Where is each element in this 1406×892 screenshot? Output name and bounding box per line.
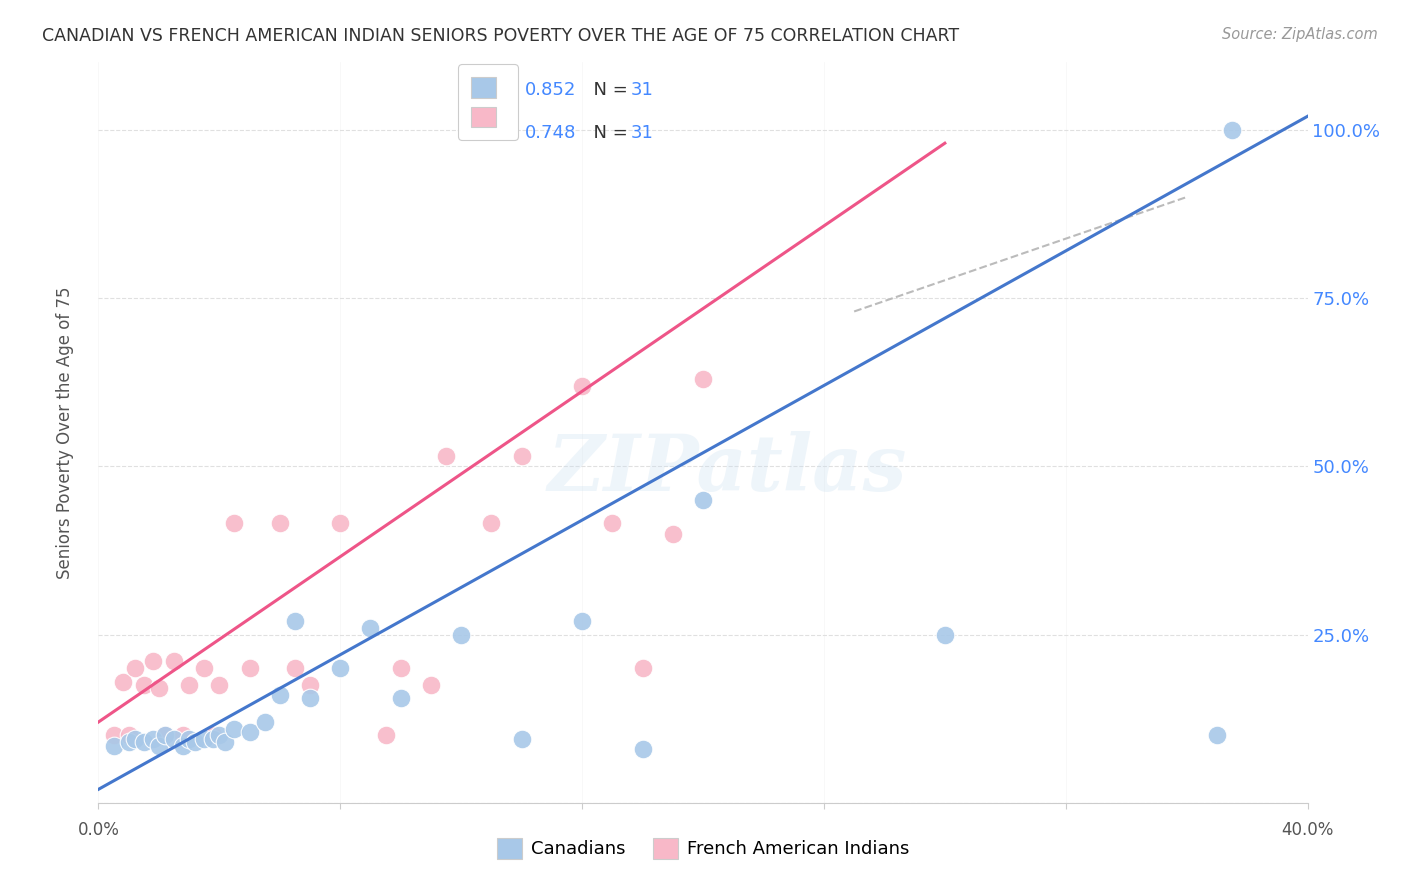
Point xyxy=(132,735,155,749)
Point xyxy=(284,661,307,675)
Point xyxy=(148,681,170,696)
Point xyxy=(299,691,322,706)
Text: 31: 31 xyxy=(630,124,654,142)
Point xyxy=(661,526,683,541)
Text: 0.852: 0.852 xyxy=(526,81,576,99)
Point xyxy=(571,378,593,392)
Point xyxy=(208,729,231,743)
Text: ZIPatlas: ZIPatlas xyxy=(547,432,907,508)
Point xyxy=(111,674,134,689)
Point xyxy=(184,735,207,749)
Point xyxy=(374,729,396,743)
Point xyxy=(450,627,472,641)
Point xyxy=(239,725,262,739)
Text: 40.0%: 40.0% xyxy=(1281,822,1334,839)
Text: R =: R = xyxy=(479,81,519,99)
Point xyxy=(179,731,201,746)
Point xyxy=(434,449,457,463)
Point xyxy=(329,661,352,675)
Point xyxy=(224,516,246,531)
Y-axis label: Seniors Poverty Over the Age of 75: Seniors Poverty Over the Age of 75 xyxy=(56,286,75,579)
Point xyxy=(631,742,654,756)
Point xyxy=(208,678,231,692)
Point xyxy=(172,739,194,753)
Text: Source: ZipAtlas.com: Source: ZipAtlas.com xyxy=(1222,27,1378,42)
Point xyxy=(510,731,533,746)
Point xyxy=(692,372,714,386)
Point xyxy=(103,739,125,753)
Point xyxy=(269,516,291,531)
Point xyxy=(329,516,352,531)
Point xyxy=(692,492,714,507)
Point xyxy=(389,661,412,675)
Legend: Canadians, French American Indians: Canadians, French American Indians xyxy=(488,829,918,868)
Point xyxy=(602,516,624,531)
Text: N =: N = xyxy=(582,124,634,142)
Text: R =: R = xyxy=(479,124,519,142)
Text: 0.748: 0.748 xyxy=(526,124,576,142)
Point xyxy=(389,691,412,706)
Point xyxy=(193,731,215,746)
Point xyxy=(239,661,262,675)
Point xyxy=(571,614,593,628)
Point xyxy=(148,739,170,753)
Point xyxy=(420,678,443,692)
Point xyxy=(153,729,176,743)
Point xyxy=(193,661,215,675)
Point xyxy=(142,655,165,669)
Text: 31: 31 xyxy=(630,81,654,99)
Point xyxy=(284,614,307,628)
Point xyxy=(214,735,236,749)
Point xyxy=(163,655,186,669)
Point xyxy=(172,729,194,743)
Text: N =: N = xyxy=(582,81,634,99)
Point xyxy=(1220,122,1243,136)
Point xyxy=(360,621,382,635)
Point xyxy=(202,731,225,746)
Point xyxy=(103,729,125,743)
Point xyxy=(118,735,141,749)
Point xyxy=(142,731,165,746)
Text: 0.0%: 0.0% xyxy=(77,822,120,839)
Point xyxy=(163,731,186,746)
Point xyxy=(299,678,322,692)
Point xyxy=(124,661,146,675)
Point xyxy=(631,661,654,675)
Text: CANADIAN VS FRENCH AMERICAN INDIAN SENIORS POVERTY OVER THE AGE OF 75 CORRELATIO: CANADIAN VS FRENCH AMERICAN INDIAN SENIO… xyxy=(42,27,959,45)
Point xyxy=(934,627,956,641)
Point xyxy=(269,688,291,702)
Point xyxy=(153,729,176,743)
Point xyxy=(510,449,533,463)
Point xyxy=(224,722,246,736)
Point xyxy=(481,516,503,531)
Point xyxy=(118,729,141,743)
Point xyxy=(179,678,201,692)
Point xyxy=(132,678,155,692)
Point xyxy=(1206,729,1229,743)
Point xyxy=(202,729,225,743)
Point xyxy=(253,714,276,729)
Point xyxy=(124,731,146,746)
